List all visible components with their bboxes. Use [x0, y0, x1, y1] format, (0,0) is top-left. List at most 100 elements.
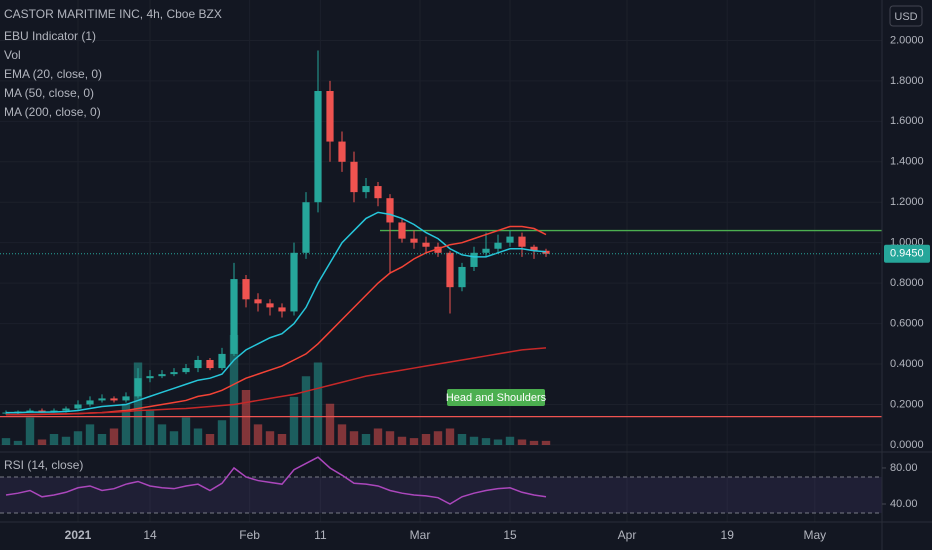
- candle-body: [326, 91, 334, 142]
- candle-body: [398, 222, 406, 239]
- volume-bar: [385, 431, 395, 445]
- candle-body: [50, 410, 58, 412]
- indicator-label: EBU Indicator (1): [4, 29, 96, 43]
- volume-bar: [457, 434, 467, 445]
- candle-body: [542, 250, 550, 254]
- volume-bar: [121, 403, 131, 445]
- rsi-line: [5, 456, 547, 505]
- indicator-label: EMA (20, close, 0): [4, 67, 102, 81]
- y-tick-label: 0.6000: [890, 317, 924, 329]
- candle-body: [26, 410, 34, 412]
- volume-bar: [109, 428, 119, 445]
- candle-body: [434, 246, 442, 253]
- volume-bar: [289, 396, 299, 445]
- volume-bar: [85, 424, 95, 445]
- volume-bar: [49, 434, 59, 445]
- volume-bar: [265, 431, 275, 445]
- volume-bar: [1, 438, 11, 445]
- volume-bar: [145, 410, 155, 445]
- candle-body: [482, 248, 490, 253]
- candle-body: [158, 374, 166, 377]
- candle-body: [134, 378, 142, 397]
- volume-bar: [505, 436, 515, 445]
- volume-bar: [61, 436, 71, 445]
- candle-body: [182, 368, 190, 373]
- y-tick-label: 0.0000: [890, 439, 924, 451]
- grid: [0, 476, 882, 514]
- volume-bar: [445, 428, 455, 445]
- candle-body: [266, 303, 274, 308]
- volume-bar: [229, 335, 239, 445]
- volume-bar: [37, 439, 47, 445]
- indicator-label: MA (200, close, 0): [4, 105, 101, 119]
- candle-body: [446, 252, 454, 288]
- candle-body: [218, 353, 226, 369]
- volume-bar: [73, 431, 83, 445]
- candle-body: [62, 408, 70, 411]
- volume-bar: [205, 434, 215, 445]
- volume-bar: [373, 428, 383, 445]
- candle-body: [278, 307, 286, 312]
- chart-title: CASTOR MARITIME INC, 4h, Cboe BZX: [4, 7, 222, 21]
- x-tick-label: 2021: [65, 528, 92, 542]
- candle-body: [422, 242, 430, 247]
- candle-body: [338, 141, 346, 162]
- x-tick-label: Feb: [239, 528, 260, 542]
- moving-average-line: [6, 347, 547, 416]
- candle-body: [470, 252, 478, 267]
- y-tick-label: 0.8000: [890, 277, 924, 289]
- x-tick-label: Apr: [618, 528, 637, 542]
- last-price-tag: [884, 244, 930, 263]
- volume-bar: [193, 428, 203, 445]
- volume-bar: [361, 434, 371, 445]
- candle-body: [170, 372, 178, 375]
- candle-body: [518, 236, 526, 247]
- rsi-label: RSI (14, close): [4, 458, 83, 472]
- volume-bar: [169, 431, 179, 445]
- volume-bar: [349, 431, 359, 445]
- candle-body: [242, 279, 250, 300]
- volume-bar: [181, 417, 191, 445]
- volume-bar: [277, 434, 287, 445]
- candle-body: [146, 376, 154, 379]
- candle-body: [122, 396, 130, 401]
- candle-body: [194, 359, 202, 369]
- moving-average-line: [6, 211, 547, 414]
- candle-body: [506, 236, 514, 243]
- y-tick-label: 1.2000: [890, 196, 924, 208]
- candle-body: [98, 398, 106, 401]
- volume-bar: [325, 403, 335, 445]
- candle-body: [302, 202, 310, 253]
- volume-bar: [409, 438, 419, 445]
- x-tick-label: 11: [314, 528, 327, 542]
- volume-bar: [517, 439, 527, 445]
- volume-bar: [217, 420, 227, 445]
- candle-body: [254, 299, 262, 304]
- indicator-label: Vol: [4, 48, 21, 62]
- candle-body: [494, 242, 502, 249]
- candle-body: [386, 198, 394, 223]
- volume-bar: [493, 439, 503, 445]
- annotation: Head and Shoulders: [446, 392, 547, 404]
- candle-body: [458, 266, 466, 288]
- currency-box[interactable]: [889, 5, 923, 27]
- candle-body: [314, 91, 322, 203]
- y-tick-label: 1.8000: [890, 75, 924, 87]
- volume-bar: [529, 440, 539, 445]
- volume-bar: [301, 376, 311, 445]
- y-tick-label: 0.4000: [890, 358, 924, 370]
- volume-bar: [253, 424, 263, 445]
- volume-bar: [241, 390, 251, 445]
- volume-bar: [313, 362, 323, 445]
- rsi-tick-label: 40.00: [890, 498, 918, 510]
- candle-body: [530, 246, 538, 251]
- x-tick-label: Mar: [410, 528, 431, 542]
- volume-bar: [97, 434, 107, 445]
- y-tick-label: 0.2000: [890, 398, 924, 410]
- candle-body: [110, 398, 118, 401]
- candle-body: [362, 186, 370, 193]
- rsi-band: [0, 476, 882, 513]
- candle-body: [350, 161, 358, 193]
- y-tick-label: 1.4000: [890, 156, 924, 168]
